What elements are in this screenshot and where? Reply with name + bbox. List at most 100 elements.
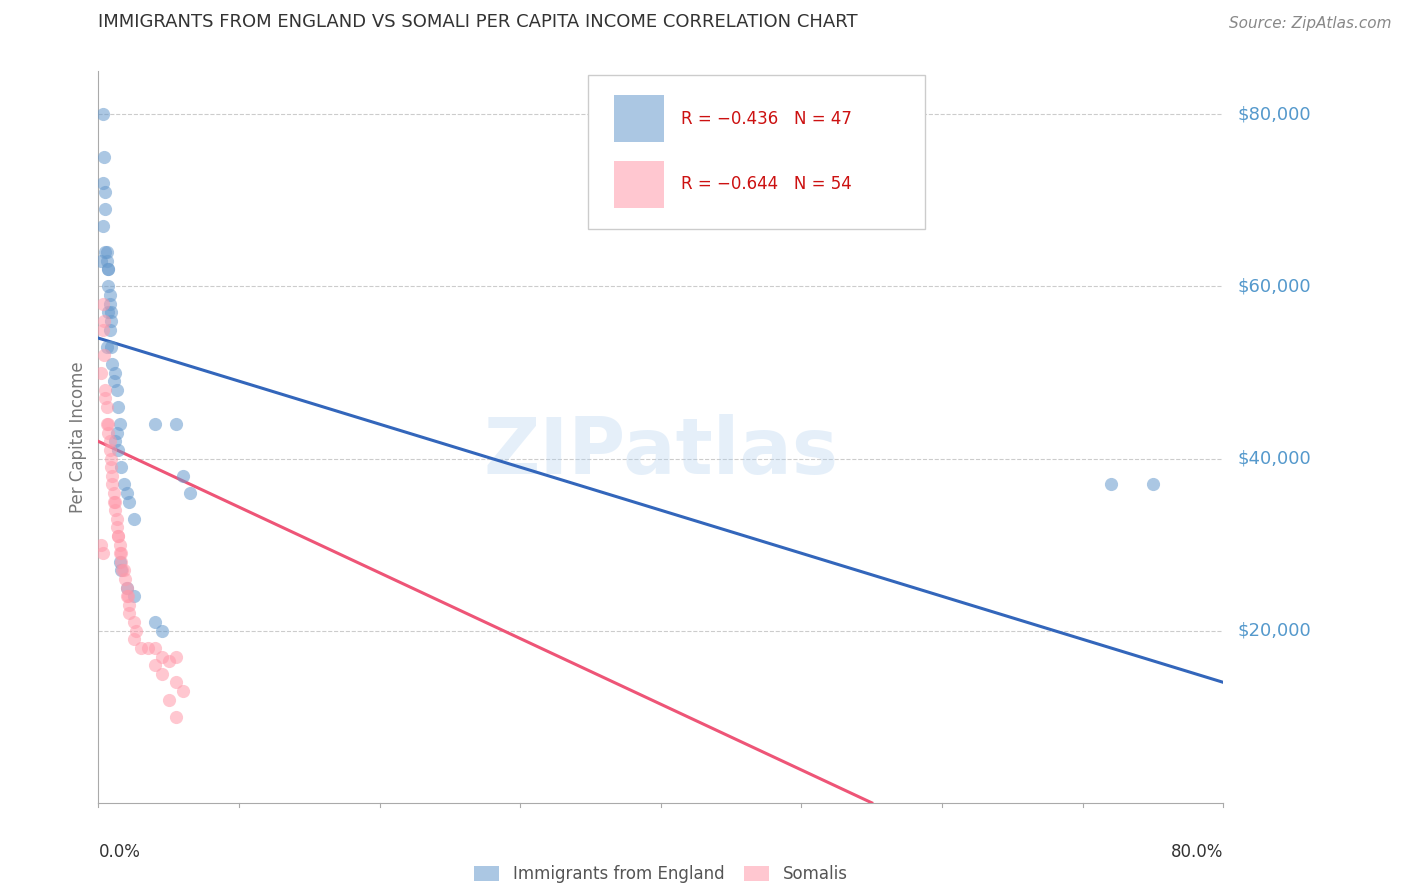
Point [96, 340, 118, 354]
Text: $20,000: $20,000 [1237, 622, 1310, 640]
Point [136, 640, 159, 655]
Point [115, 581, 138, 595]
Text: R = −0.436   N = 47: R = −0.436 N = 47 [681, 110, 852, 128]
Point [143, 640, 166, 655]
Point [100, 451, 122, 466]
Point [101, 477, 124, 491]
Point [122, 632, 145, 647]
Point [96, 400, 118, 414]
Point [104, 494, 127, 508]
Point [91, 296, 114, 310]
Point [108, 538, 131, 552]
Point [107, 529, 129, 543]
Point [104, 366, 127, 380]
Point [118, 607, 141, 621]
Point [150, 624, 173, 638]
Point [118, 494, 141, 508]
Point [96, 245, 118, 260]
Point [104, 503, 127, 517]
Point [96, 417, 118, 432]
Text: $40,000: $40,000 [1237, 450, 1310, 467]
Point [172, 468, 194, 483]
Text: 0.0%: 0.0% [98, 843, 141, 861]
Point [115, 589, 138, 603]
Point [1099, 477, 1122, 491]
Point [94, 245, 117, 260]
Point [105, 425, 128, 440]
Point [98, 442, 121, 457]
Point [112, 564, 135, 578]
FancyBboxPatch shape [588, 75, 925, 228]
Point [157, 692, 180, 706]
Point [143, 658, 166, 673]
Point [94, 185, 117, 199]
Point [104, 434, 127, 449]
Point [165, 417, 187, 432]
Point [101, 357, 124, 371]
Point [107, 400, 129, 414]
Point [114, 572, 136, 586]
Point [97, 279, 120, 293]
Point [165, 675, 187, 690]
Point [143, 615, 166, 629]
Point [97, 262, 120, 277]
Point [90, 253, 112, 268]
Point [98, 288, 121, 302]
Point [97, 305, 120, 319]
Point [105, 520, 128, 534]
Point [105, 383, 128, 397]
Y-axis label: Per Capita Income: Per Capita Income [69, 361, 87, 513]
Point [118, 598, 141, 612]
Point [91, 546, 114, 560]
Point [98, 296, 121, 310]
Point [90, 366, 112, 380]
Point [97, 425, 120, 440]
Point [108, 546, 131, 560]
Point [103, 374, 125, 388]
Point [105, 512, 128, 526]
Point [165, 710, 187, 724]
Point [172, 684, 194, 698]
Point [112, 477, 135, 491]
Point [108, 417, 131, 432]
Point [150, 649, 173, 664]
Point [122, 512, 145, 526]
Text: IMMIGRANTS FROM ENGLAND VS SOMALI PER CAPITA INCOME CORRELATION CHART: IMMIGRANTS FROM ENGLAND VS SOMALI PER CA… [98, 13, 858, 31]
Point [115, 581, 138, 595]
Point [107, 442, 129, 457]
Point [94, 383, 117, 397]
Point [117, 589, 139, 603]
Point [91, 176, 114, 190]
Point [90, 538, 112, 552]
Point [101, 468, 124, 483]
Point [125, 624, 148, 638]
Point [108, 555, 131, 569]
Point [150, 666, 173, 681]
Point [96, 253, 118, 268]
Point [157, 654, 180, 668]
Point [91, 219, 114, 234]
Point [100, 305, 122, 319]
Point [91, 107, 114, 121]
Point [100, 460, 122, 475]
Point [110, 555, 132, 569]
Point [115, 486, 138, 500]
Point [94, 392, 117, 406]
Point [122, 589, 145, 603]
Point [111, 564, 134, 578]
Point [97, 417, 120, 432]
Point [179, 486, 201, 500]
Point [93, 314, 115, 328]
Point [94, 202, 117, 216]
Point [93, 348, 115, 362]
Point [165, 649, 187, 664]
Point [143, 417, 166, 432]
Point [100, 314, 122, 328]
Text: 80.0%: 80.0% [1171, 843, 1223, 861]
Point [93, 150, 115, 164]
Point [110, 546, 132, 560]
Point [98, 322, 121, 336]
Point [100, 340, 122, 354]
Point [107, 529, 129, 543]
Text: $80,000: $80,000 [1237, 105, 1310, 123]
